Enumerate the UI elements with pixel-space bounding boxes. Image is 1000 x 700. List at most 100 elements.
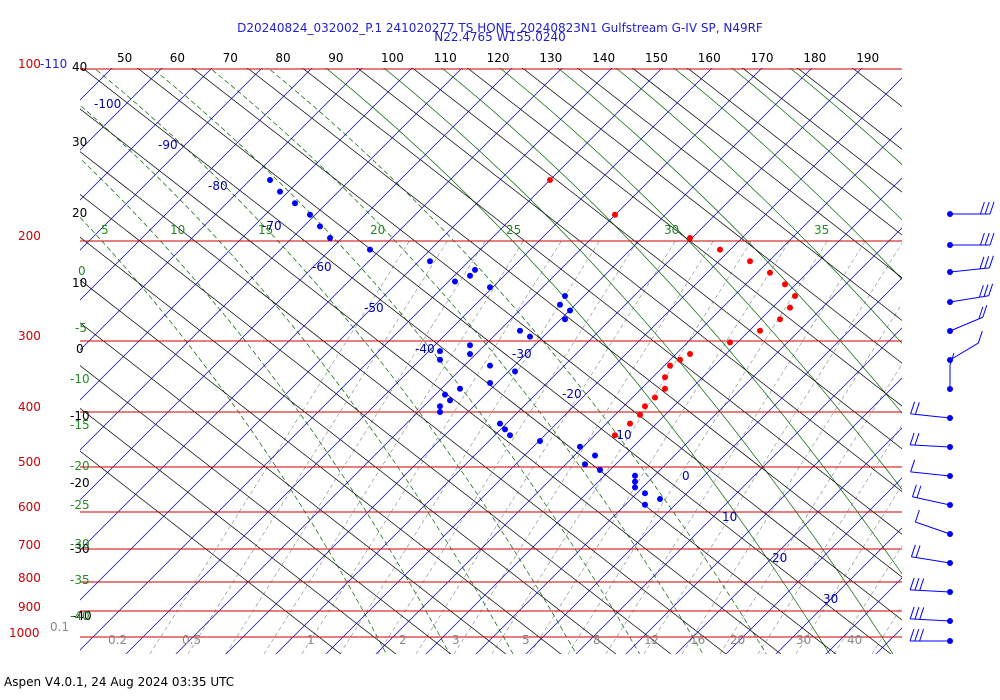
wind-barb-flag <box>989 201 995 215</box>
moist-adiabat-line <box>209 68 704 654</box>
dewpoint-point <box>632 472 638 479</box>
isotherm-line <box>775 527 902 654</box>
dewpoint-point <box>497 420 503 427</box>
wind-barb-staff <box>911 556 951 564</box>
wind-barb-staff <box>949 342 979 361</box>
wind-barb <box>910 459 953 479</box>
mixing-ratio-line <box>833 545 902 654</box>
mixing-ratio-label: 20 <box>730 633 745 647</box>
moist-adiabat-top-label: 5 <box>101 223 109 237</box>
dewpoint-point <box>307 211 313 218</box>
temperature-point <box>547 177 553 183</box>
dewpoint-point <box>367 246 373 253</box>
dewpoint-point <box>567 307 573 314</box>
wind-barb <box>911 484 953 508</box>
moist-adiabat-line <box>789 68 902 166</box>
wind-barb <box>947 305 988 334</box>
mixing-ratio-line <box>567 239 829 654</box>
dewpoint-point <box>632 478 638 485</box>
dewpoint-point <box>437 356 443 363</box>
pressure-label: 300 <box>18 329 41 343</box>
isotherm-label: -30 <box>512 347 532 361</box>
moist-adiabat-top-label: 25 <box>506 223 521 237</box>
moist-adiabat-label: -25 <box>70 498 90 512</box>
isotherm-label: -70 <box>262 219 282 233</box>
wind-barb-flag <box>909 577 915 591</box>
isotherm-label: -40 <box>415 342 435 356</box>
dry-adiabat-line <box>246 68 902 578</box>
wind-barb-flag <box>983 284 989 297</box>
wind-barb-flag <box>978 306 984 320</box>
mixing-ratio-line <box>910 240 1000 654</box>
mixing-ratio-label: 2 <box>399 633 407 647</box>
dewpoint-point <box>562 316 568 323</box>
dry-adiabat-line <box>80 108 782 654</box>
mixing-ratio-line <box>187 239 449 654</box>
temperature-point <box>662 374 668 381</box>
dry-adiabat-line <box>136 68 892 654</box>
dewpoint-point <box>512 368 518 375</box>
top-axis-label: 120 <box>487 51 510 65</box>
wind-barb-flag <box>914 433 920 446</box>
dewpoint-point <box>437 409 443 415</box>
moist-adiabat-top-label: 30 <box>664 223 679 237</box>
dry-adiabat-line <box>820 0 1000 700</box>
dry-adiabat-label: -40 <box>72 609 92 623</box>
isotherm-label: 30 <box>823 592 838 606</box>
isotherm-line <box>80 68 613 601</box>
moist-adiabat-line <box>673 68 902 280</box>
isotherm-line <box>725 477 902 654</box>
wind-barb-staff <box>912 496 951 506</box>
wind-barb <box>909 432 953 450</box>
wind-barb-flag <box>977 330 983 344</box>
mixing-ratio-label: 3 <box>452 633 460 647</box>
dewpoint-point <box>472 266 478 273</box>
moist-adiabat-line <box>731 68 902 221</box>
dewpoint-point <box>487 362 493 369</box>
isotherm-line <box>80 68 113 101</box>
wind-barb-staff <box>949 295 989 303</box>
wind-barb-flag <box>910 401 916 414</box>
chart-title: D20240824_032002_P.1 241020277 TS HONE, … <box>237 21 763 35</box>
temperature-point <box>717 246 723 253</box>
dewpoint-point <box>597 467 603 473</box>
isotherm-line <box>125 68 713 654</box>
isotherm-line <box>625 377 902 654</box>
moist-adiabat-line <box>615 68 902 344</box>
top-axis-label: 100 <box>381 51 404 65</box>
dry-adiabat-line <box>80 279 562 654</box>
moist-adiabat-label: -5 <box>75 321 87 335</box>
moist-adiabat-line <box>80 104 514 654</box>
wind-barb <box>909 577 953 595</box>
moist-adiabat-label: -15 <box>70 418 90 432</box>
dry-adiabat-line <box>741 68 902 193</box>
dewpoint-point <box>447 397 453 404</box>
wind-barb-staff <box>910 444 951 448</box>
temperature-point <box>687 235 693 241</box>
isotherm-line <box>80 68 313 301</box>
mixing-ratio-label: 0.1 <box>50 620 69 634</box>
wind-barb-flag <box>989 232 995 246</box>
dry-adiabat-line <box>875 0 1000 700</box>
dry-adiabat-line <box>930 0 1000 700</box>
temperature-point <box>687 351 693 357</box>
wind-barb-flag <box>988 255 994 268</box>
dry-adiabat-label: 30 <box>72 135 87 149</box>
temperature-point <box>612 432 618 439</box>
isotherm-line <box>275 68 863 654</box>
mixing-ratio-label: 30 <box>796 633 811 647</box>
dewpoint-point <box>437 348 443 355</box>
moist-adiabat-label: 0 <box>78 264 86 278</box>
top-axis-label: 140 <box>592 51 615 65</box>
moist-adiabat-top-label: 15 <box>258 223 273 237</box>
dry-adiabat-line <box>80 322 507 654</box>
wind-barb <box>947 255 994 275</box>
footer-text: Aspen V4.0.1, 24 Aug 2024 03:35 UTC <box>4 675 235 689</box>
isotherm-line <box>875 627 902 654</box>
mixing-ratio-line <box>681 303 902 654</box>
wind-barb <box>909 628 953 644</box>
top-axis-label: 110 <box>434 51 457 65</box>
mixing-ratio-line <box>415 239 677 654</box>
temperature-point <box>757 327 763 334</box>
